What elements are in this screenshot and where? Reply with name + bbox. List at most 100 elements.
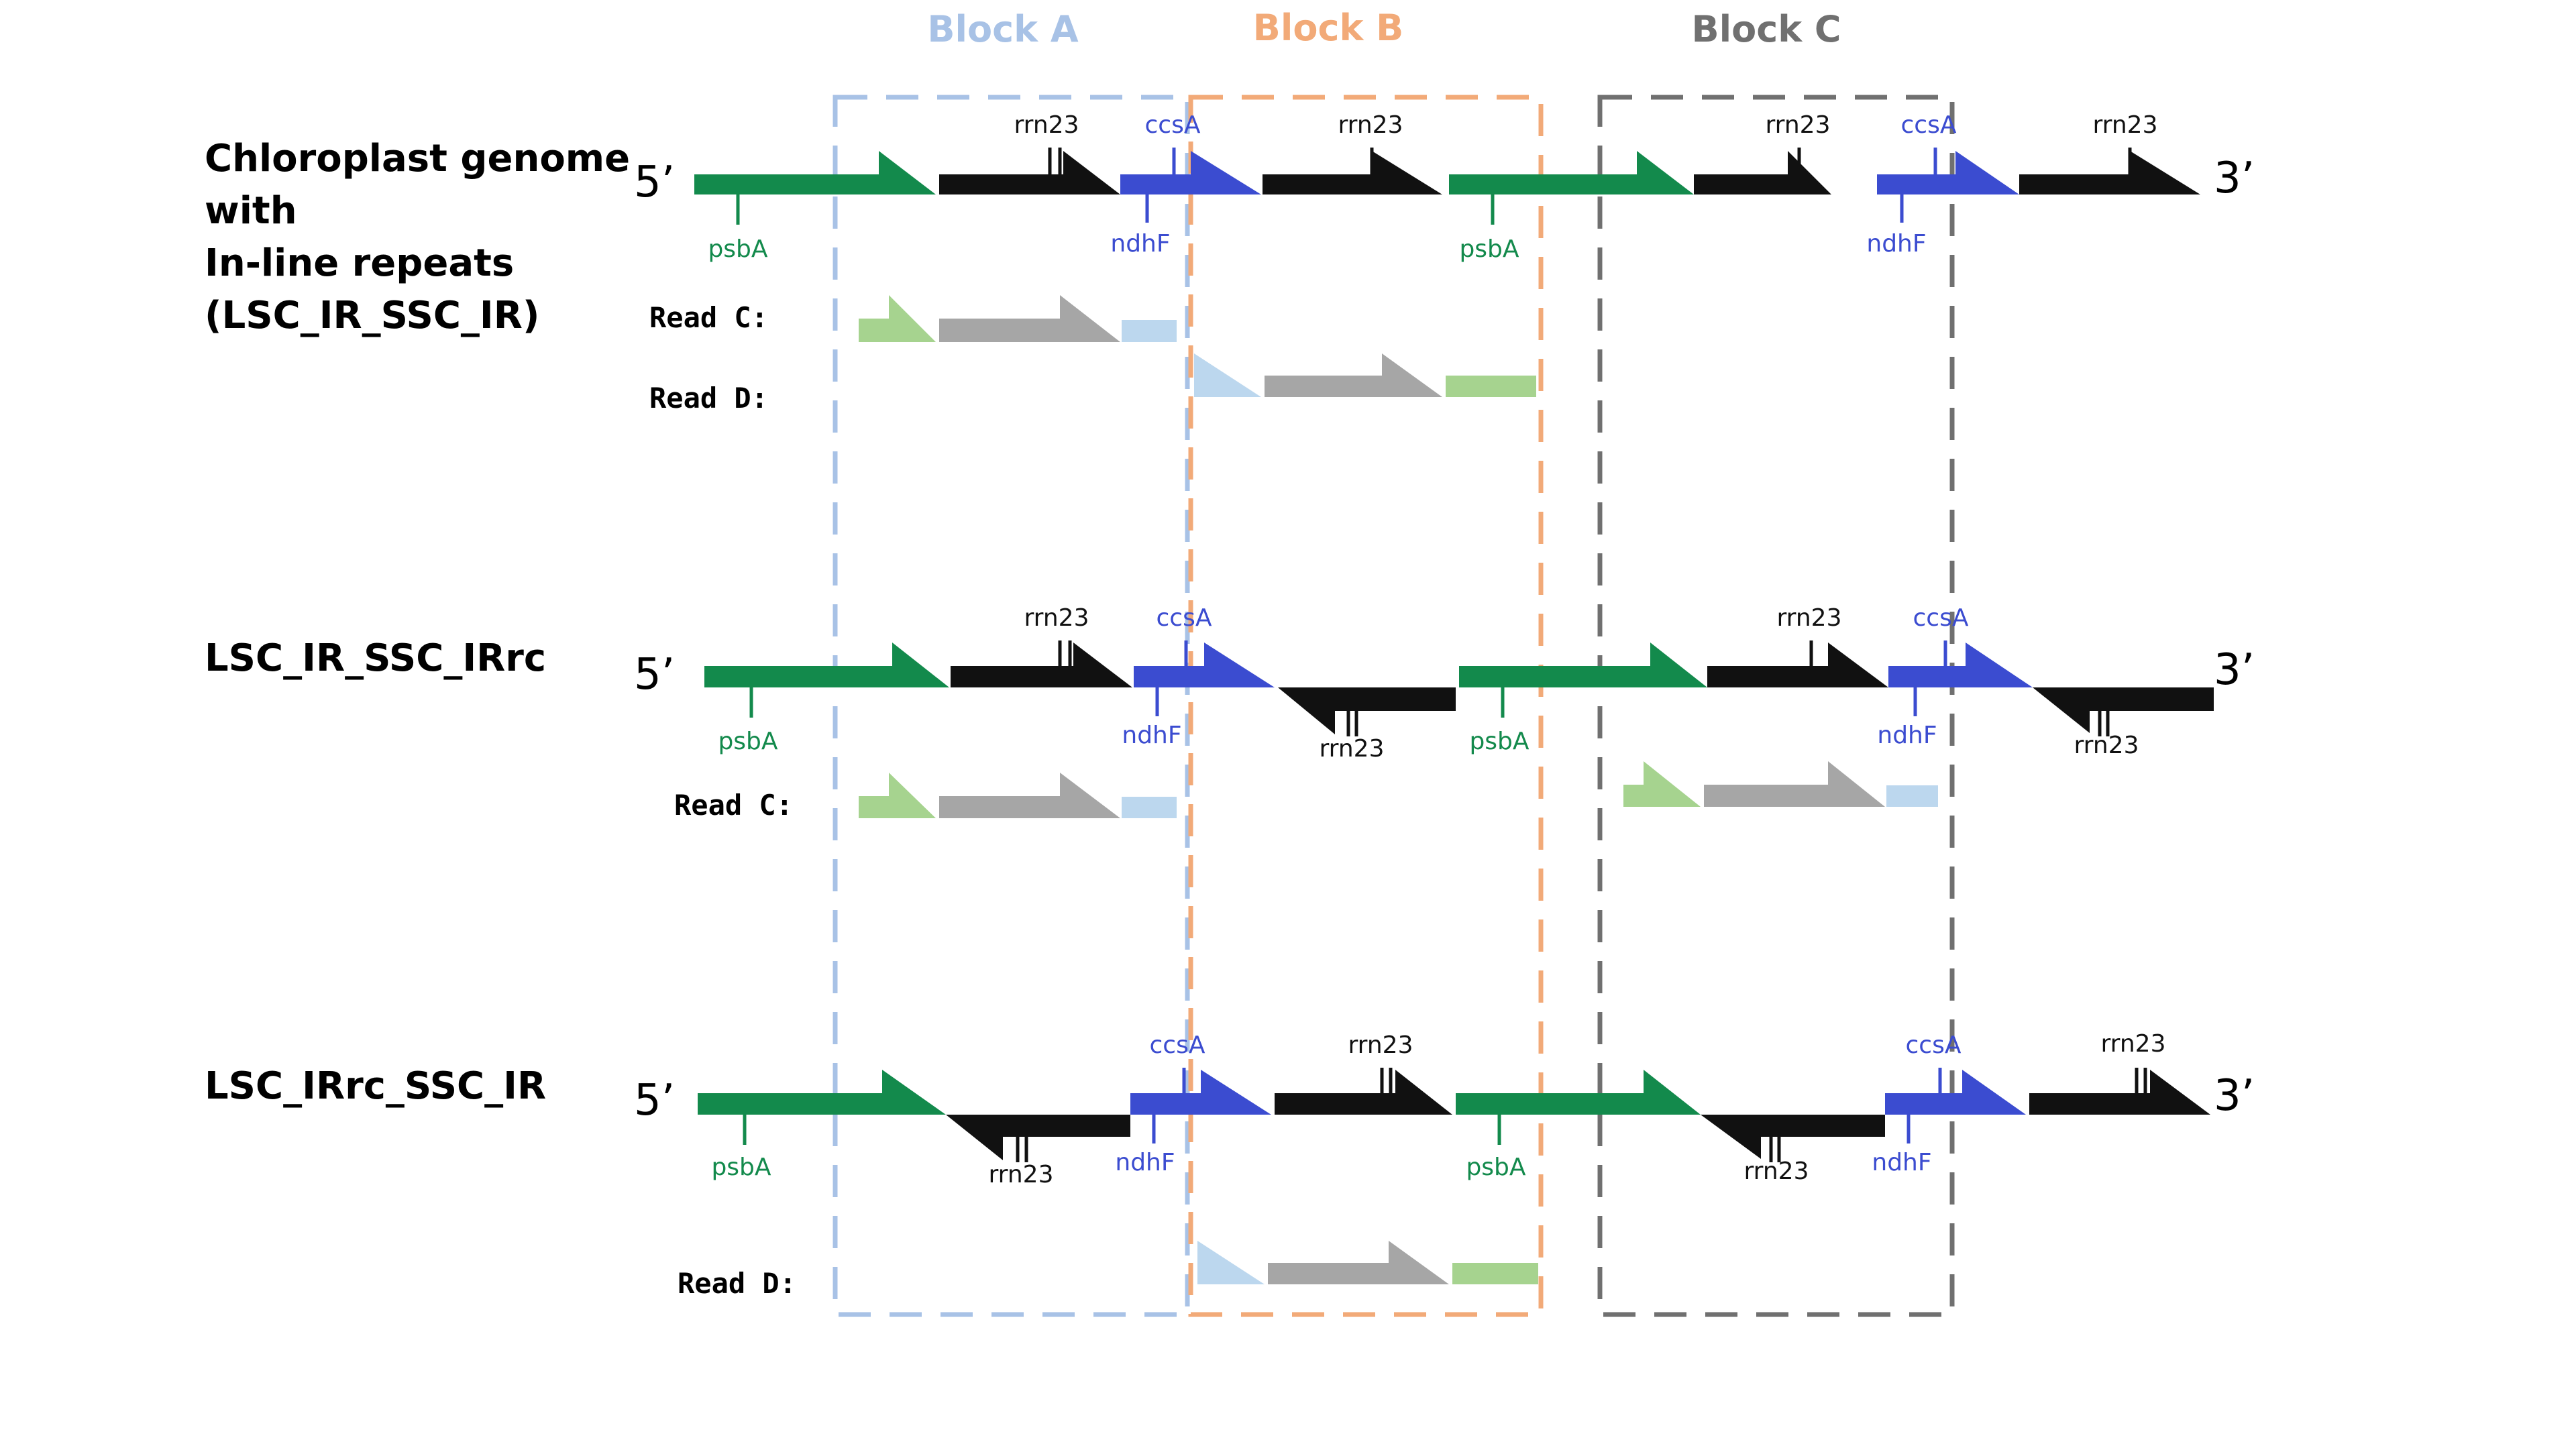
- gene-label-psba: psbA: [1459, 235, 1519, 263]
- gene-label-ccsa: ccsA: [1901, 111, 1957, 139]
- psba-gene-arrow: [698, 1070, 946, 1115]
- read-d-label: Read D:: [649, 382, 768, 414]
- read-rrn23-segment: [1704, 761, 1885, 807]
- gene-ticks: [736, 148, 2132, 225]
- read-ndhf-segment: [1122, 320, 1177, 342]
- read-psba-segment: [859, 773, 936, 818]
- psba-gene-arrow: [704, 643, 949, 687]
- gene-label-rrn23: rrn23: [1766, 111, 1831, 139]
- read-ndhf-segment: [1194, 353, 1261, 397]
- read-psba-segment: [1452, 1263, 1538, 1284]
- row-title: (LSC_IR_SSC_IR): [205, 294, 539, 337]
- gene-label-ccsa: ccsA: [1150, 1031, 1205, 1059]
- gene-label-ccsa: ccsA: [1157, 604, 1212, 632]
- psba-gene-arrow: [1456, 1070, 1701, 1115]
- gene-label-psba: psbA: [1466, 1154, 1525, 1181]
- read-ndhf-segment: [1122, 797, 1177, 818]
- read-c-label: Read C:: [674, 789, 793, 822]
- gene-label-rrn23: rrn23: [1777, 604, 1842, 632]
- rrn23-gene-arrow: [1275, 1070, 1452, 1115]
- gene-label-ccsa: ccsA: [1145, 111, 1201, 139]
- gene-ticks: [749, 640, 2110, 736]
- gene-label-psba: psbA: [718, 728, 777, 755]
- rrn23-reverse-arrow: [2033, 687, 2214, 733]
- psba-gene-arrow: [1449, 151, 1694, 194]
- gene-label-rrn23: rrn23: [989, 1161, 1054, 1188]
- rrn23-gene-arrow: [2019, 151, 2200, 194]
- block-boxes: [833, 95, 1955, 1317]
- read-rrn23-segment: [1268, 1241, 1449, 1284]
- row-title: In-line repeats: [205, 241, 514, 285]
- ndhf-ccsa-gene-arrow: [1885, 1070, 2026, 1115]
- gene-label-rrn23: rrn23: [2093, 111, 2158, 139]
- row-title: LSC_IR_SSC_IRrc: [205, 636, 546, 680]
- gene-label-rrn23: rrn23: [1744, 1158, 1809, 1185]
- gene-label-psba: psbA: [711, 1154, 771, 1181]
- read-rrn23-segment: [939, 773, 1120, 818]
- gene-label-ndhf: ndhF: [1110, 230, 1170, 258]
- gene-label-psba: psbA: [1469, 728, 1529, 755]
- rrn23-gene-arrow: [1263, 151, 1442, 194]
- psba-gene-arrow: [694, 151, 936, 194]
- gene-label-ccsa: ccsA: [1906, 1031, 1962, 1059]
- rrn23-gene-arrow: [2029, 1070, 2210, 1115]
- gene-label-ndhf: ndhF: [1115, 1149, 1175, 1176]
- read-d-label: Read D:: [678, 1267, 796, 1300]
- ndhf-ccsa-gene-arrow: [1877, 151, 2019, 194]
- gene-label-psba: psbA: [708, 235, 767, 263]
- gene-label-rrn23: rrn23: [1014, 111, 1079, 139]
- five-prime-label: 5’: [634, 650, 675, 700]
- rrn23-gene-arrow: [1694, 151, 1831, 194]
- three-prime-label: 3’: [2214, 1071, 2255, 1121]
- read-psba-segment: [1623, 761, 1701, 807]
- block-labels: Block A Block B Block C: [927, 7, 1841, 50]
- gene-label-ndhf: ndhF: [1122, 722, 1181, 749]
- read-c-label: Read C:: [649, 301, 768, 334]
- block-b-box: [1188, 95, 1544, 1317]
- five-prime-label: 5’: [634, 1076, 675, 1125]
- gene-label-ccsa: ccsA: [1913, 604, 1969, 632]
- rrn23-reverse-arrow: [1278, 687, 1456, 734]
- read-psba-segment: [1446, 376, 1536, 397]
- row-title: LSC_IRrc_SSC_IR: [205, 1064, 546, 1108]
- block-a-box: [833, 95, 1190, 1317]
- read-ndhf-segment: [1886, 785, 1938, 807]
- ndhf-ccsa-gene-arrow: [1888, 643, 2033, 687]
- read-ndhf-segment: [1197, 1241, 1265, 1284]
- block-c-box: [1597, 95, 1955, 1317]
- row-title: Chloroplast genome: [205, 137, 630, 180]
- ndhf-ccsa-gene-arrow: [1120, 151, 1261, 194]
- five-prime-label: 5’: [634, 158, 675, 207]
- read-psba-segment: [859, 295, 936, 342]
- gene-label-ndhf: ndhF: [1866, 230, 1926, 258]
- gene-label-rrn23: rrn23: [2101, 1030, 2166, 1058]
- row-lsc-ir-ssc-irrc: LSC_IR_SSC_IRrc 5’ 3’ psbA rrn23 ccs: [205, 604, 2255, 822]
- three-prime-label: 3’: [2214, 154, 2255, 203]
- ndhf-ccsa-gene-arrow: [1134, 643, 1275, 687]
- gene-label-rrn23: rrn23: [1348, 1031, 1413, 1059]
- block-a-label: Block A: [927, 8, 1078, 50]
- gene-label-rrn23: rrn23: [2074, 732, 2139, 759]
- block-c-label: Block C: [1691, 8, 1841, 50]
- gene-ticks: [743, 1068, 2147, 1162]
- gene-label-ndhf: ndhF: [1872, 1149, 1931, 1176]
- row-title: with: [205, 189, 297, 233]
- rrn23-gene-arrow: [939, 151, 1120, 194]
- gene-label-rrn23: rrn23: [1338, 111, 1403, 139]
- row-inline-repeats: Chloroplast genome with In-line repeats …: [205, 111, 2255, 414]
- read-rrn23-segment: [1265, 353, 1442, 397]
- ndhf-ccsa-gene-arrow: [1130, 1070, 1271, 1115]
- read-rrn23-segment: [939, 295, 1120, 342]
- gene-label-rrn23: rrn23: [1024, 604, 1089, 632]
- gene-label-rrn23: rrn23: [1320, 735, 1385, 763]
- rrn23-gene-arrow: [951, 643, 1132, 687]
- rrn23-reverse-arrow: [946, 1115, 1130, 1160]
- block-b-label: Block B: [1253, 7, 1404, 49]
- row-lsc-irrc-ssc-ir: LSC_IRrc_SSC_IR 5’ 3’ psbA rrn23: [205, 1030, 2255, 1300]
- rrn23-reverse-arrow: [1701, 1115, 1885, 1159]
- rrn23-gene-arrow: [1707, 643, 1888, 687]
- gene-label-ndhf: ndhF: [1877, 722, 1937, 749]
- three-prime-label: 3’: [2214, 645, 2255, 695]
